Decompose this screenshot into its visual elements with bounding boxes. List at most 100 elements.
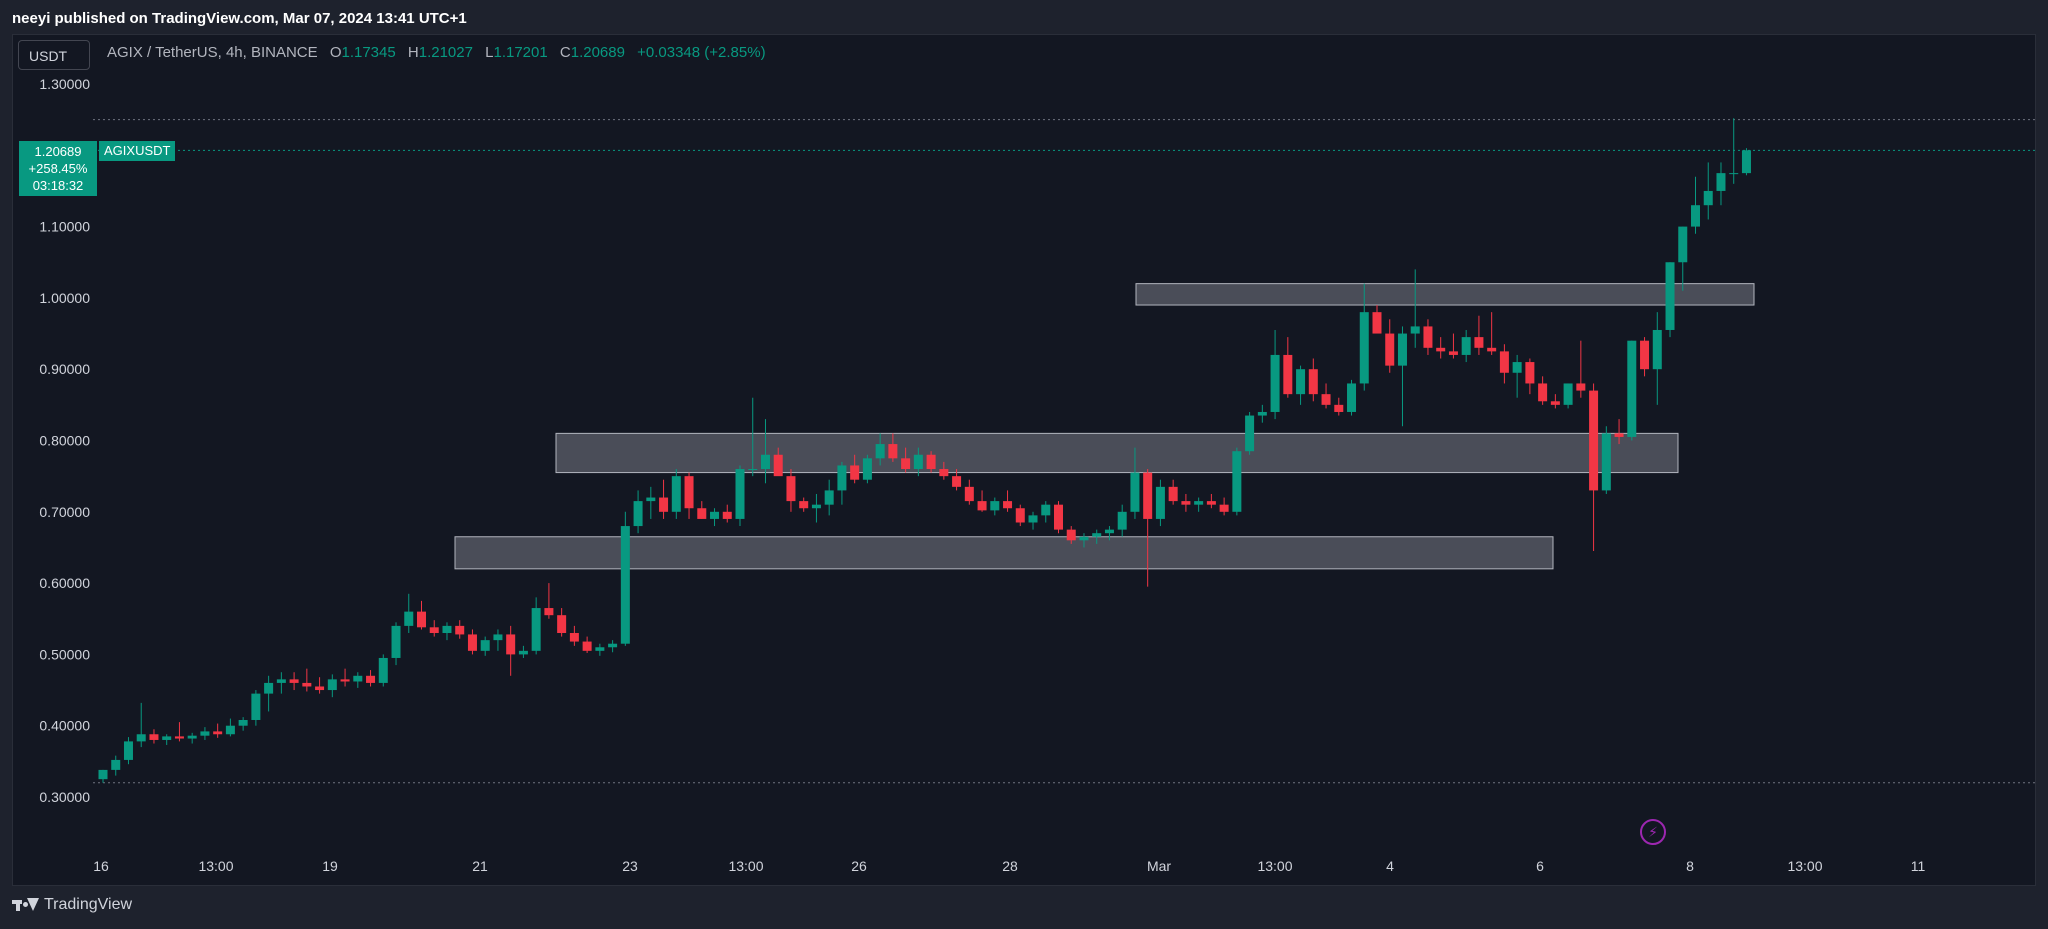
candle-body [990,501,1000,511]
footer-bar: TradingView [0,886,2048,929]
last-price-badge: 1.20689 +258.45% 03:18:32 [19,141,97,196]
candle-body [1563,383,1573,405]
candle-body [1499,351,1509,373]
candle-body [850,465,860,480]
x-tick-label: 21 [472,858,488,874]
candle-body [391,625,401,658]
candle-body [1665,262,1675,330]
candle-body [1614,433,1624,437]
x-tick-label: Mar [1147,858,1171,874]
candle-body [531,608,541,651]
candle-body [659,497,669,512]
x-tick-label: 19 [322,858,338,874]
x-tick-label: 28 [1002,858,1018,874]
legend-symbol[interactable]: AGIX / TetherUS, 4h, BINANCE [107,44,318,61]
candle-body [1487,347,1497,352]
candle-body [1092,533,1102,537]
legend-high-value: 1.21027 [418,44,473,61]
candle-body [1589,390,1599,491]
candle-body [811,504,821,509]
tradingview-brand[interactable]: TradingView [12,896,132,914]
candle-body [875,444,885,459]
candle-body [353,675,363,682]
candle-body [582,641,592,651]
candle-body [1512,362,1522,373]
candle-body [773,454,783,477]
candle-body [1117,511,1127,530]
candle-body [735,469,745,519]
candle-body [174,736,184,739]
candle-body [1232,451,1242,512]
tradingview-logo-icon [12,898,39,912]
candle-body [1079,536,1089,541]
candle-body [748,469,758,471]
candle-body [1257,411,1267,416]
symbol-price-tag: AGIXUSDT [99,141,176,161]
bar-countdown: 03:18:32 [32,178,84,193]
candle-body [404,611,414,626]
candle-body [1219,504,1229,512]
candle-body [1028,515,1038,523]
y-tick-label: 0.60000 [39,575,90,591]
price-zone [555,432,1679,474]
brand-name: TradingView [44,896,133,913]
x-tick-label: 8 [1686,858,1694,874]
x-tick-label: 13:00 [728,858,763,874]
chart-frame[interactable]: 1.30000 1.10000 1.00000 0.90000 0.80000 0.700… [12,34,2036,886]
candle-body [378,657,388,683]
candle-body [327,679,337,691]
price-zone [1135,283,1755,306]
candle-body [225,725,235,735]
candle-body [1627,340,1637,437]
candle-body [1576,383,1586,391]
x-tick-label: 11 [1911,858,1926,874]
price-zone [454,536,1554,570]
candle-body [1703,190,1713,206]
candle-body [213,731,223,735]
candle-body [1525,362,1535,384]
y-tick-label: 1.00000 [39,290,90,306]
candle-body [149,734,159,740]
candle-body [722,511,732,519]
candle-body [557,615,567,634]
y-tick-label: 0.70000 [39,504,90,520]
legend-open-label: O [329,44,342,61]
candlestick-chart[interactable]: 1.30000 1.10000 1.00000 0.90000 0.80000 0.700… [13,35,2035,885]
candle-body [238,719,248,726]
candle-body [1397,333,1407,366]
change-percent: +258.45% [28,161,88,176]
candle-body [1308,369,1318,395]
candle-body [467,634,477,651]
candle-body [1716,173,1726,191]
candle-body [1691,205,1700,227]
candle-body [799,501,809,509]
x-tick-label: 16 [93,858,109,874]
lightning-bolt-icon[interactable]: ⚡ [1640,819,1666,845]
x-tick-label: 13:00 [1787,858,1822,874]
candle-body [251,693,261,720]
candle-body [506,634,516,655]
candle-body [1321,394,1331,405]
candle-body [1245,415,1255,452]
candle-body [646,497,656,502]
candle-body [544,608,554,616]
legend-high-label: H [407,44,419,61]
candle-body [862,458,872,480]
unit-selector[interactable]: USDT [18,40,90,70]
candle-body [200,731,210,736]
candle-body [1678,226,1688,263]
candle-body [1423,326,1433,348]
candle-body [1448,351,1458,355]
legend-close-value: 1.20689 [570,44,625,61]
legend-low-label: L [485,44,494,61]
candle-body [1334,404,1344,412]
candle-body [493,634,503,641]
candle-body [901,458,911,470]
candle-body [429,627,439,634]
candle-body [760,454,770,470]
x-tick-label: 13:00 [198,858,233,874]
y-tick-label: 1.30000 [39,76,90,92]
candle-body [1652,329,1662,370]
symbol-legend: AGIX / TetherUS, 4h, BINANCE O1.17345 H1… [107,44,766,61]
candle-body [1143,472,1153,519]
